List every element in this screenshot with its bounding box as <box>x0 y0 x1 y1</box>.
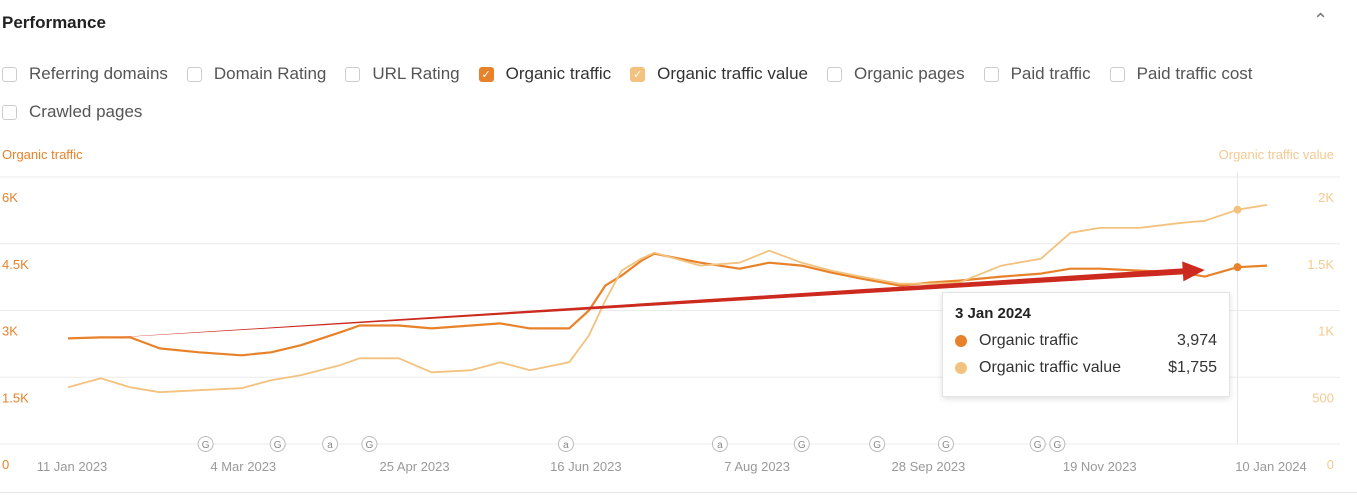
series-line-organic-traffic-value <box>67 204 1268 394</box>
annotation-glyph: a <box>327 440 333 451</box>
checkbox-paid-traffic-cost[interactable]: Paid traffic cost <box>1109 64 1253 84</box>
annotation-ahrefs-update-icon <box>557 436 574 452</box>
x-tick-label: 25 Apr 2023 <box>380 459 450 474</box>
checkbox-icon <box>345 66 361 82</box>
x-tick-label: 11 Jan 2023 <box>37 459 108 474</box>
checkbox-label: URL Rating <box>372 64 460 83</box>
checkbox-organic-pages[interactable]: Organic pages <box>827 64 965 84</box>
checkbox-label: Crawled pages <box>29 102 143 121</box>
divider <box>0 492 1357 493</box>
x-tick-label: 7 Aug 2023 <box>724 459 790 474</box>
checkbox-referring-domains[interactable]: Referring domains <box>2 64 168 84</box>
checkbox-paid-traffic[interactable]: Paid traffic <box>983 64 1091 84</box>
annotation-google-update-icon <box>361 436 378 452</box>
tooltip-value: 3,974 <box>1176 332 1217 349</box>
checkbox-label: Organic traffic value <box>657 64 808 83</box>
annotation-google-update-icon <box>869 436 886 452</box>
checkbox-crawled-pages[interactable]: Crawled pages <box>2 102 142 122</box>
y-left-tick-label: 3K <box>2 324 18 339</box>
checkbox-icon <box>2 66 17 82</box>
annotation-glyph: G <box>365 440 373 451</box>
checkbox-organic-traffic-value[interactable]: ✓ Organic traffic value <box>630 64 808 84</box>
checkbox-label: Domain Rating <box>213 64 327 83</box>
y-left-axis-label: Organic traffic <box>2 147 83 162</box>
annotation-glyph: G <box>1053 440 1061 451</box>
checkbox-icon <box>2 104 17 120</box>
annotation-google-update-icon <box>937 436 954 452</box>
x-tick-label: 19 Nov 2023 <box>1063 459 1137 474</box>
tooltip-label: Organic traffic value <box>979 359 1121 376</box>
checkbox-label: Paid traffic cost <box>1136 64 1253 83</box>
checkbox-checked-icon: ✓ <box>478 66 494 82</box>
tooltip-row-organic-traffic: Organic traffic 3,974 <box>955 332 1217 350</box>
checkbox-label: Organic traffic <box>505 64 612 83</box>
checkbox-label: Organic pages <box>854 64 965 83</box>
checkbox-icon <box>186 66 202 82</box>
annotation-google-update-icon <box>793 436 810 452</box>
y-right-tick-label: 2K <box>1318 190 1334 205</box>
section-title: Performance <box>2 13 106 32</box>
tooltip-value: $1,755 <box>1168 359 1217 376</box>
x-tick-label: 10 Jan 2024 <box>1235 459 1307 474</box>
annotation-glyph: G <box>274 440 282 451</box>
checkbox-url-rating[interactable]: URL Rating <box>345 64 460 84</box>
annotation-google-update-icon <box>269 436 286 452</box>
y-left-tick-label: 0 <box>2 457 9 472</box>
checkbox-icon <box>983 66 999 82</box>
annotation-glyph: G <box>202 440 210 451</box>
x-tick-label: 16 Jun 2023 <box>550 459 622 474</box>
annotation-google-update-icon <box>1049 436 1066 452</box>
series-line-organic-traffic <box>67 252 1268 357</box>
checkbox-icon <box>827 66 842 82</box>
y-right-axis-label: Organic traffic value <box>1218 147 1334 162</box>
checkbox-checked-icon: ✓ <box>630 66 646 82</box>
checkbox-organic-traffic[interactable]: ✓ Organic traffic <box>478 64 612 84</box>
series-dot-icon <box>955 335 967 347</box>
y-right-tick-label: 0 <box>1327 457 1334 472</box>
series-dot-icon <box>955 362 967 374</box>
y-right-tick-label: 1K <box>1318 324 1334 339</box>
checkbox-label: Referring domains <box>29 64 168 83</box>
checkbox-icon <box>1109 66 1125 82</box>
annotation-glyph: G <box>942 440 950 451</box>
y-right-tick-label: 1.5K <box>1307 257 1334 272</box>
annotation-ahrefs-update-icon <box>322 436 339 452</box>
x-tick-label: 4 Mar 2023 <box>210 459 276 474</box>
annotation-glyph: G <box>1034 440 1042 451</box>
tooltip-date: 3 Jan 2024 <box>955 305 1031 322</box>
checkbox-domain-rating[interactable]: Domain Rating <box>186 64 327 84</box>
annotation-glyph: G <box>873 440 881 451</box>
annotation-google-update-icon <box>197 436 214 452</box>
hover-point <box>1233 263 1242 272</box>
annotation-ahrefs-update-icon <box>711 436 728 452</box>
hover-point <box>1233 205 1242 214</box>
checkbox-label: Paid traffic <box>1010 64 1091 83</box>
chevron-up-icon[interactable]: ⌃ <box>1313 10 1329 30</box>
tooltip-label: Organic traffic <box>979 332 1079 349</box>
y-right-tick-label: 500 <box>1312 390 1334 405</box>
annotation-glyph: a <box>563 440 569 451</box>
annotation-google-update-icon <box>1029 436 1046 452</box>
x-tick-label: 28 Sep 2023 <box>892 459 966 474</box>
y-left-tick-label: 1.5K <box>2 390 29 405</box>
annotation-glyph: G <box>798 440 806 451</box>
metric-checkboxes-row-2: Crawled pages <box>2 102 161 122</box>
y-left-tick-label: 4.5K <box>2 257 29 272</box>
metric-checkboxes-row-1: Referring domains Domain Rating URL Rating… <box>2 64 1272 84</box>
y-left-tick-label: 6K <box>2 190 18 205</box>
annotation-glyph: a <box>717 440 723 451</box>
chart-tooltip: 3 Jan 2024 Organic traffic 3,974 Organic… <box>942 292 1230 397</box>
tooltip-row-organic-traffic-value: Organic traffic value $1,755 <box>955 359 1217 377</box>
